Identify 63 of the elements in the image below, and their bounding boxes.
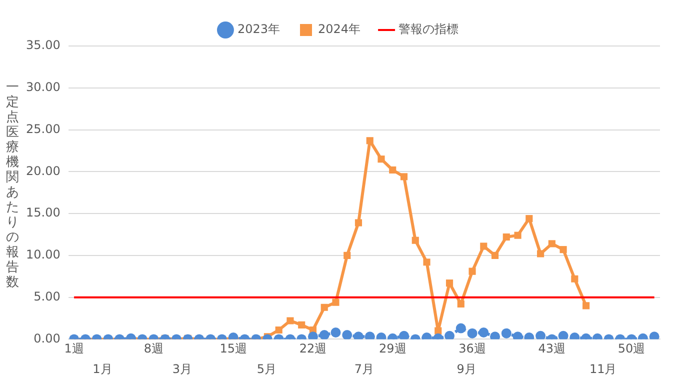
point xyxy=(298,321,306,328)
x-tick-label: 43週 xyxy=(538,342,566,356)
point xyxy=(412,236,419,244)
point xyxy=(446,280,454,287)
y-tick-label: 5.00 xyxy=(34,289,60,304)
point xyxy=(456,323,466,334)
point xyxy=(571,275,578,282)
point xyxy=(366,137,374,144)
x2-tick-label: 1月 xyxy=(92,362,112,376)
point xyxy=(444,330,455,340)
y-tick-label: 25.00 xyxy=(26,122,60,136)
point xyxy=(560,246,567,254)
point xyxy=(275,326,282,334)
point xyxy=(400,173,408,180)
x-tick-label: 29週 xyxy=(378,342,406,356)
point xyxy=(423,258,430,266)
y-tick-label: 0.00 xyxy=(34,331,60,346)
legend-label: 警報の指標 xyxy=(398,22,459,36)
point xyxy=(467,328,478,338)
point xyxy=(320,304,328,311)
point xyxy=(344,252,351,259)
x2-tick-label: 3月 xyxy=(172,362,192,376)
x2-tick-label: 9月 xyxy=(456,362,476,376)
point xyxy=(526,215,533,222)
point xyxy=(491,252,499,259)
point xyxy=(480,242,488,250)
point xyxy=(536,330,546,340)
legend-label: 2024年 xyxy=(318,22,361,36)
y-tick-label: 30.00 xyxy=(26,80,60,94)
x-tick-label: 36週 xyxy=(458,342,486,356)
point xyxy=(536,250,544,258)
point xyxy=(457,300,464,308)
x2-tick-label: 5月 xyxy=(256,362,276,376)
point xyxy=(319,330,330,340)
y-tick-label: 20.00 xyxy=(26,164,60,178)
point xyxy=(514,232,522,239)
x2-tick-label: 7月 xyxy=(354,362,374,376)
legend-label: 2023年 xyxy=(237,22,280,36)
point xyxy=(378,156,385,163)
x-tick-label: 8週 xyxy=(144,342,164,356)
point xyxy=(502,233,510,241)
point xyxy=(501,328,512,338)
point xyxy=(478,328,489,338)
point xyxy=(332,298,340,306)
point xyxy=(399,330,409,340)
x-tick-label: 1週 xyxy=(64,342,84,356)
point xyxy=(286,317,294,324)
point xyxy=(389,166,396,174)
point xyxy=(468,268,476,275)
x-tick-label: 50週 xyxy=(618,342,646,356)
point xyxy=(582,302,590,310)
point xyxy=(354,219,362,226)
x-tick-label: 15週 xyxy=(220,342,247,356)
point xyxy=(548,240,556,248)
text: 一定点医療機関あたりの報告数 xyxy=(6,80,19,290)
point xyxy=(330,328,341,338)
point xyxy=(558,330,568,340)
y-tick-label: 15.00 xyxy=(26,206,60,220)
y-tick-label: 10.00 xyxy=(26,248,60,262)
x-tick-label: 22週 xyxy=(299,342,327,356)
x2-tick-label: 11月 xyxy=(589,362,617,376)
point xyxy=(342,330,352,340)
y-tick-label: 35.00 xyxy=(26,38,60,52)
